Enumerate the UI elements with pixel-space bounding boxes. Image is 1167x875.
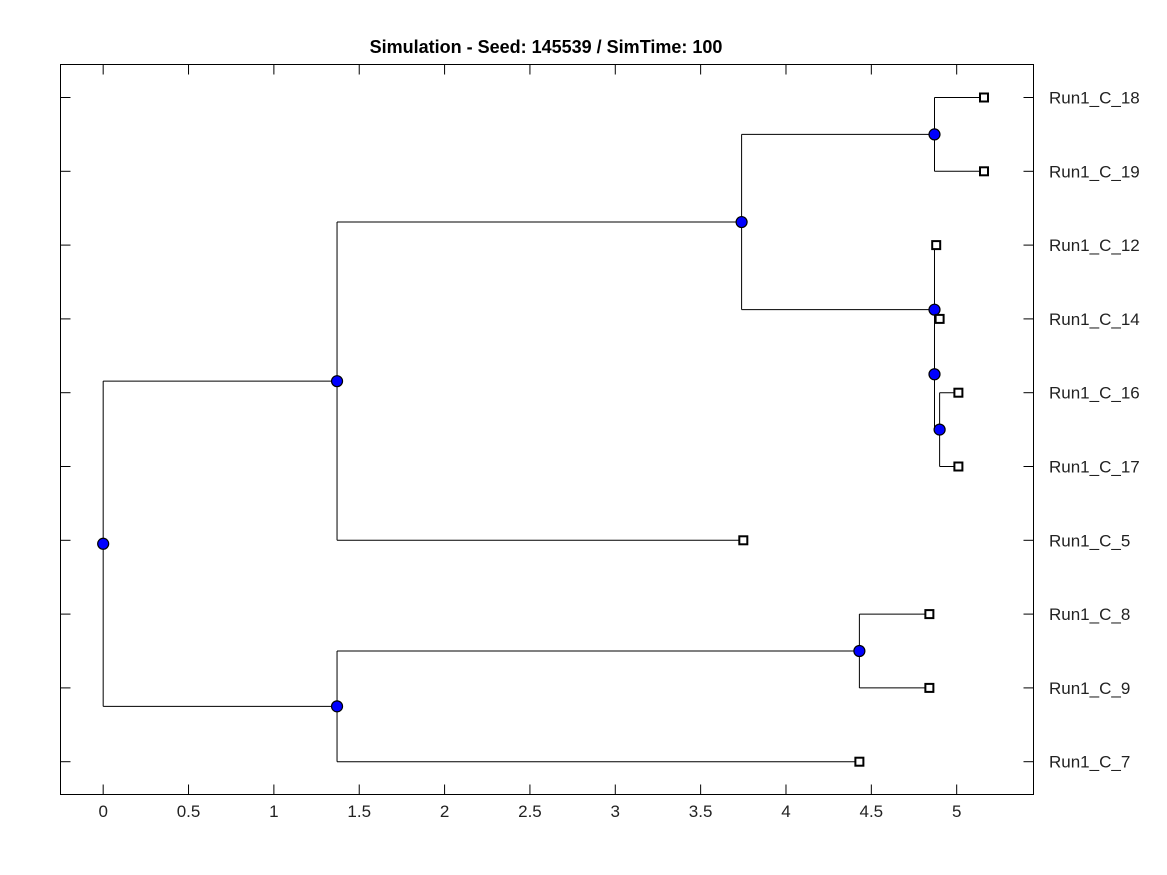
leaf-marker (978, 92, 989, 103)
x-tick-label: 3 (611, 802, 620, 821)
leaf-marker (924, 609, 935, 620)
x-tick-label: 0.5 (177, 802, 201, 821)
axis-ticks (60, 64, 1034, 795)
x-tick-labels: 0 0.5 1 1.5 2 2.5 3 3.5 4 4.5 5 (98, 802, 961, 821)
leaf-label: Run1_C_19 (1049, 162, 1140, 181)
leaf-markers (738, 92, 989, 767)
x-tick-label: 4.5 (860, 802, 884, 821)
x-tick-label: 2 (440, 802, 449, 821)
leaf-label: Run1_C_7 (1049, 753, 1130, 772)
x-tick-label: 3.5 (689, 802, 713, 821)
leaf-marker (931, 240, 942, 251)
internal-node-marker (735, 215, 748, 229)
internal-node-marker (928, 368, 941, 381)
branches (102, 97, 984, 763)
leaf-label: Run1_C_8 (1049, 605, 1130, 624)
leaf-label: Run1_C_9 (1049, 679, 1130, 698)
x-tick-label: 2.5 (518, 802, 542, 821)
leaf-marker (978, 166, 989, 177)
x-tick-label: 1.5 (347, 802, 371, 821)
leaf-label: Run1_C_16 (1049, 384, 1140, 403)
internal-node-marker (853, 644, 866, 658)
x-tick-label: 5 (952, 802, 961, 821)
internal-node-marker (97, 537, 110, 550)
leaf-labels: Run1_C_18 Run1_C_19 Run1_C_12 Run1_C_14 Run1… (1049, 89, 1140, 772)
internal-node-marker (928, 303, 941, 316)
leaf-label: Run1_C_18 (1049, 89, 1140, 108)
x-tick-label: 4 (781, 802, 790, 821)
leaf-marker (953, 461, 964, 472)
leaf-marker (854, 756, 865, 767)
chart-title: Simulation - Seed: 145539 / SimTime: 100 (370, 37, 723, 57)
leaf-marker (924, 682, 935, 693)
leaf-label: Run1_C_5 (1049, 531, 1130, 550)
leaf-label: Run1_C_12 (1049, 236, 1140, 255)
plot-area (60, 64, 1034, 795)
internal-node-marker (933, 423, 946, 436)
leaf-label: Run1_C_17 (1049, 458, 1140, 477)
leaf-label: Run1_C_14 (1049, 310, 1140, 329)
internal-nodes (97, 128, 946, 713)
internal-node-marker (330, 375, 344, 388)
leaf-marker (953, 387, 964, 398)
x-tick-label: 0 (98, 802, 107, 821)
internal-node-marker (330, 700, 344, 713)
x-tick-label: 1 (269, 802, 278, 821)
internal-node-marker (928, 128, 941, 141)
leaf-marker (934, 313, 945, 324)
leaf-marker (738, 535, 749, 546)
